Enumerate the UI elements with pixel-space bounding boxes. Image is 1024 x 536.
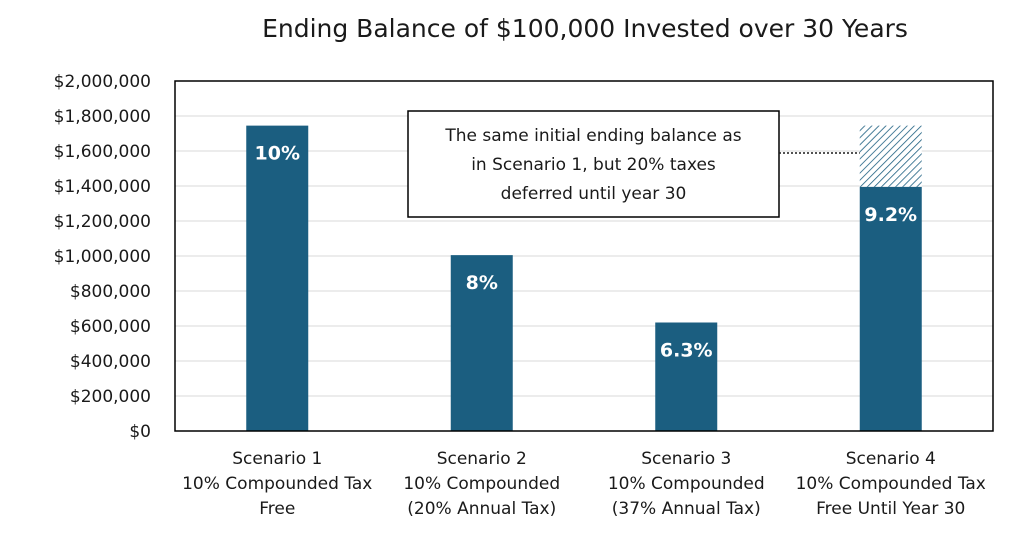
annotation-text: in Scenario 1, but 20% taxes [471, 155, 716, 175]
y-tick-label: $200,000 [70, 387, 151, 407]
bar-data-label: 9.2% [864, 204, 917, 226]
x-category-line: 10% Compounded Tax [182, 474, 373, 494]
y-tick-label: $1,200,000 [54, 212, 151, 232]
deferred-tax-segment [859, 125, 922, 187]
x-category-line: Scenario 3 [641, 449, 732, 469]
x-category-label: Scenario 1 10% Compounded Tax Free [177, 447, 377, 522]
y-tick-label: $1,600,000 [54, 142, 151, 162]
bar-scenario-1 [246, 125, 309, 431]
x-category-line: (20% Annual Tax) [407, 499, 557, 519]
x-category-line: Scenario 2 [436, 449, 527, 469]
y-tick-label: $800,000 [70, 282, 151, 302]
bar-scenario-2 [450, 255, 513, 431]
y-tick-label: $400,000 [70, 352, 151, 372]
bar-data-label: 10% [255, 143, 300, 165]
bar-scenario-3 [655, 322, 718, 431]
x-category-line: 10% Compounded [607, 474, 765, 494]
x-category-label: Scenario 4 10% Compounded Tax Free Until Y… [791, 447, 991, 522]
y-tick-label: $600,000 [70, 317, 151, 337]
x-category-line: Free [259, 499, 296, 519]
y-tick-label: $1,000,000 [54, 247, 151, 267]
y-tick-label: $1,800,000 [54, 107, 151, 127]
x-category-line: (37% Annual Tax) [611, 499, 761, 519]
x-category-label: Scenario 3 10% Compounded (37% Annual Tax) [586, 447, 786, 522]
x-category-line: 10% Compounded Tax [795, 474, 986, 494]
y-tick-label: $2,000,000 [54, 72, 151, 92]
x-category-line: Scenario 1 [232, 449, 323, 469]
plot-frame [174, 80, 994, 432]
x-category-label: Scenario 2 10% Compounded (20% Annual Tax) [382, 447, 582, 522]
chart-title: Ending Balance of $100,000 Invested over… [262, 14, 908, 43]
x-category-line: Free Until Year 30 [816, 499, 966, 519]
annotation-box [407, 110, 780, 218]
bar-data-label: 6.3% [660, 340, 713, 362]
x-category-line: Scenario 4 [845, 449, 936, 469]
bar-scenario-4 [859, 186, 922, 431]
y-tick-label: $0 [129, 422, 151, 442]
y-tick-label: $1,400,000 [54, 177, 151, 197]
annotation-text: The same initial ending balance as [444, 126, 741, 146]
bar-data-label: 8% [466, 272, 498, 294]
annotation-text: deferred until year 30 [501, 184, 687, 204]
x-category-line: 10% Compounded [403, 474, 561, 494]
